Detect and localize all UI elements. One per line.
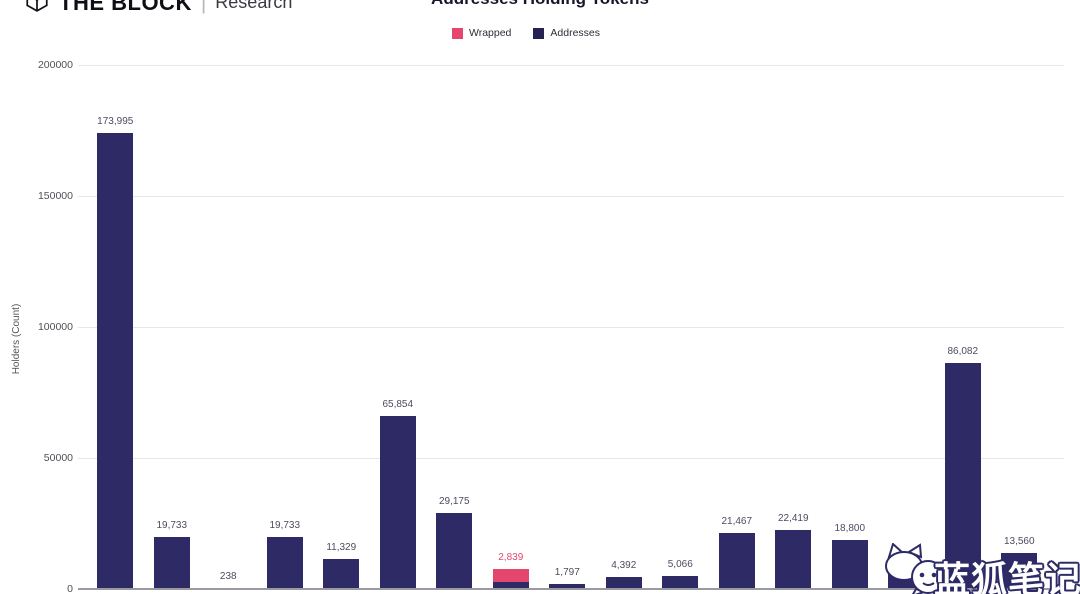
bar-value-label: 1,797 xyxy=(554,567,580,578)
bar xyxy=(266,537,303,589)
bar-segment-addresses xyxy=(605,577,642,589)
y-tick-label: 50000 xyxy=(43,452,73,464)
bar-value-label: 29,175 xyxy=(438,496,470,507)
brand-subtitle: Research xyxy=(215,0,293,12)
bar-segment-addresses xyxy=(436,513,473,589)
bar-value-label: 5,066 xyxy=(667,559,693,570)
bar-value-label: 86,082 xyxy=(947,346,979,357)
bar-value-label: 4,392 xyxy=(611,560,637,571)
the-block-research-logo: THE BLOCK | Research xyxy=(24,0,292,18)
chart-title: Addresses Holding Tokens xyxy=(0,0,1080,9)
bar-value-label: 22,419 xyxy=(777,513,809,524)
legend-label-wrapped: Wrapped xyxy=(468,27,512,39)
x-axis-line xyxy=(78,588,1064,590)
bar-segment-addresses xyxy=(323,559,360,589)
brand-name: THE BLOCK xyxy=(59,0,192,15)
watermark: 蓝狐笔记 xyxy=(876,542,1080,594)
bar xyxy=(153,537,190,589)
bar-segment-addresses xyxy=(549,584,586,589)
bar-segment-addresses xyxy=(775,530,812,589)
y-gridline xyxy=(78,196,1064,197)
bar-segment-wrapped xyxy=(492,569,529,582)
bar xyxy=(944,363,981,589)
bar-segment-addresses xyxy=(492,582,529,589)
bar xyxy=(718,533,755,589)
bar-segment-addresses xyxy=(718,533,755,589)
bar-segment-addresses xyxy=(97,133,134,589)
bar xyxy=(831,540,868,589)
bar xyxy=(549,584,586,589)
bar xyxy=(662,576,699,589)
legend-swatch-addresses-icon xyxy=(533,27,545,39)
y-tick-label: 0 xyxy=(67,583,73,594)
y-tick-label: 200000 xyxy=(37,59,73,71)
bar xyxy=(436,513,473,589)
bar-segment-addresses xyxy=(153,537,190,589)
bar xyxy=(1001,553,1038,589)
y-gridline xyxy=(78,458,1064,459)
bar-segment-addresses xyxy=(831,540,868,589)
bar-value-label: 173,995 xyxy=(97,116,134,127)
bar-value-label: 238 xyxy=(219,571,237,582)
bar-value-label: 21,467 xyxy=(721,516,753,527)
y-tick-label: 150000 xyxy=(37,190,73,202)
bar xyxy=(492,569,529,589)
bar xyxy=(775,530,812,589)
watermark-text: 蓝狐笔记 xyxy=(934,559,1080,594)
legend: Wrapped Addresses xyxy=(0,27,1066,39)
bar-value-label: 13,560 xyxy=(1003,536,1035,547)
bar-value-label: 19,733 xyxy=(156,520,188,531)
bar-value-label: 2,839 xyxy=(498,552,524,563)
legend-item-addresses: Addresses xyxy=(533,27,600,39)
bar xyxy=(323,559,360,589)
y-tick-label: 100000 xyxy=(37,321,73,333)
legend-label-addresses: Addresses xyxy=(550,27,601,39)
y-gridline xyxy=(78,327,1064,328)
bar xyxy=(605,577,642,589)
bluefox-chat-icon xyxy=(876,542,960,594)
bar-value-label: 65,854 xyxy=(382,399,414,410)
bar-value-label: 19,733 xyxy=(269,520,301,531)
y-axis-title: Holders (Count) xyxy=(11,303,22,375)
legend-swatch-wrapped-icon xyxy=(451,27,463,39)
legend-item-wrapped: Wrapped xyxy=(451,27,512,39)
bar-segment-addresses xyxy=(944,363,981,589)
brand-divider: | xyxy=(200,0,207,14)
bar-segment-addresses xyxy=(266,537,303,589)
bar xyxy=(97,133,134,589)
bar-segment-addresses xyxy=(379,416,416,589)
bar xyxy=(379,416,416,589)
bar-segment-addresses xyxy=(1001,553,1038,589)
bar-value-label: 11,329 xyxy=(326,542,357,553)
the-block-cube-icon xyxy=(24,0,50,18)
bar-value-label: 18,800 xyxy=(834,523,866,534)
y-gridline xyxy=(78,65,1064,66)
bar-segment-addresses xyxy=(662,576,699,589)
